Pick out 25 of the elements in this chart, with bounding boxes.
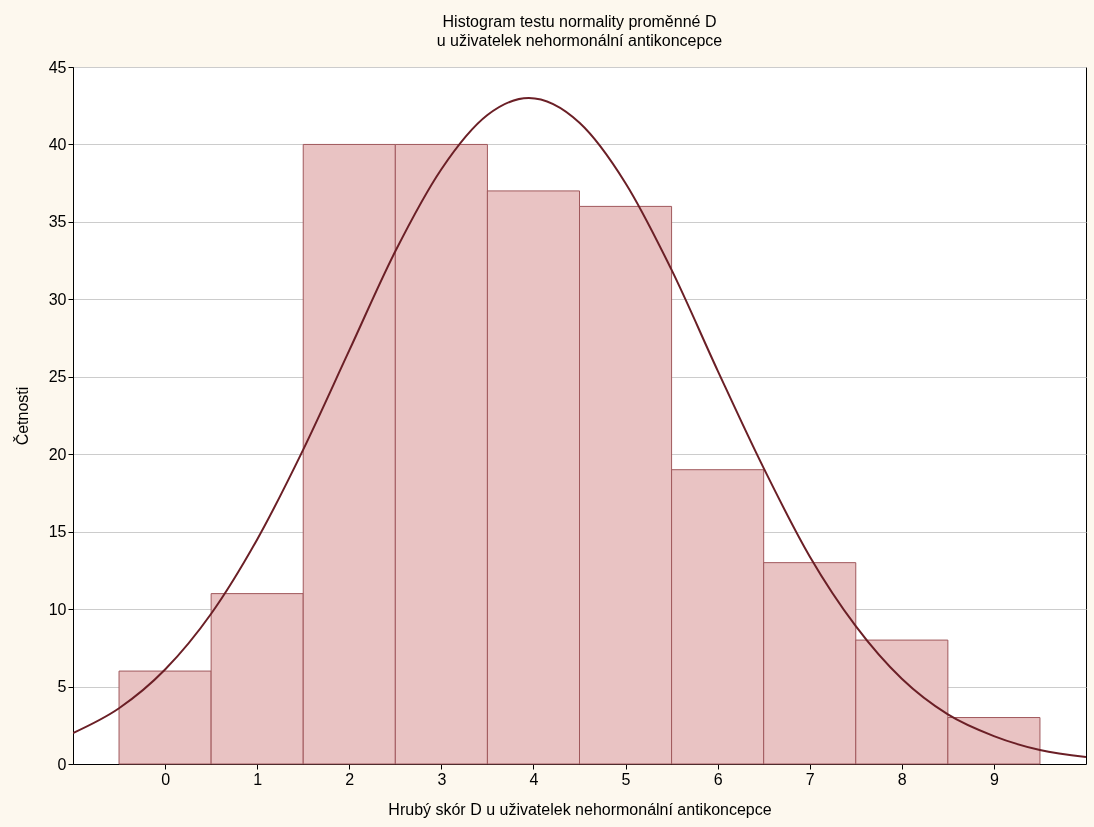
x-tick-label: 2 xyxy=(345,770,355,788)
y-tick-label: 0 xyxy=(57,755,67,773)
line-series xyxy=(73,96,1086,759)
x-tick-label: 9 xyxy=(989,770,999,788)
y-tick-label: 25 xyxy=(48,368,67,386)
x-tick-label: 0 xyxy=(161,770,171,788)
x-tick-label: 7 xyxy=(805,770,815,788)
x-tick-label: 1 xyxy=(253,770,263,788)
y-tick-label: 35 xyxy=(48,213,67,231)
x-tick-label: 8 xyxy=(897,770,907,788)
y-tick-label: 45 xyxy=(48,58,67,76)
x-tick-label: 6 xyxy=(713,770,723,788)
y-tick-label: 5 xyxy=(57,678,67,696)
y-tick-label: 10 xyxy=(48,600,67,618)
chart-subtitle: u uživatelek nehormonální antikoncepce xyxy=(436,32,723,49)
x-axis-title: Hrubý skór D u uživatelek nehormonální antikoncepce xyxy=(388,800,772,818)
y-tick-label: 15 xyxy=(48,523,67,541)
y-tick-label: 20 xyxy=(48,445,67,463)
x-tick-label: 5 xyxy=(621,770,631,788)
y-tick-label: 40 xyxy=(48,135,67,153)
y-tick-label: 30 xyxy=(48,290,67,308)
x-tick-label: 3 xyxy=(437,770,447,788)
y-axis-title: Četnosti xyxy=(12,386,31,446)
x-tick-label: 4 xyxy=(529,770,539,788)
chart-title: Histogram testu normality proměnné D xyxy=(442,13,717,30)
